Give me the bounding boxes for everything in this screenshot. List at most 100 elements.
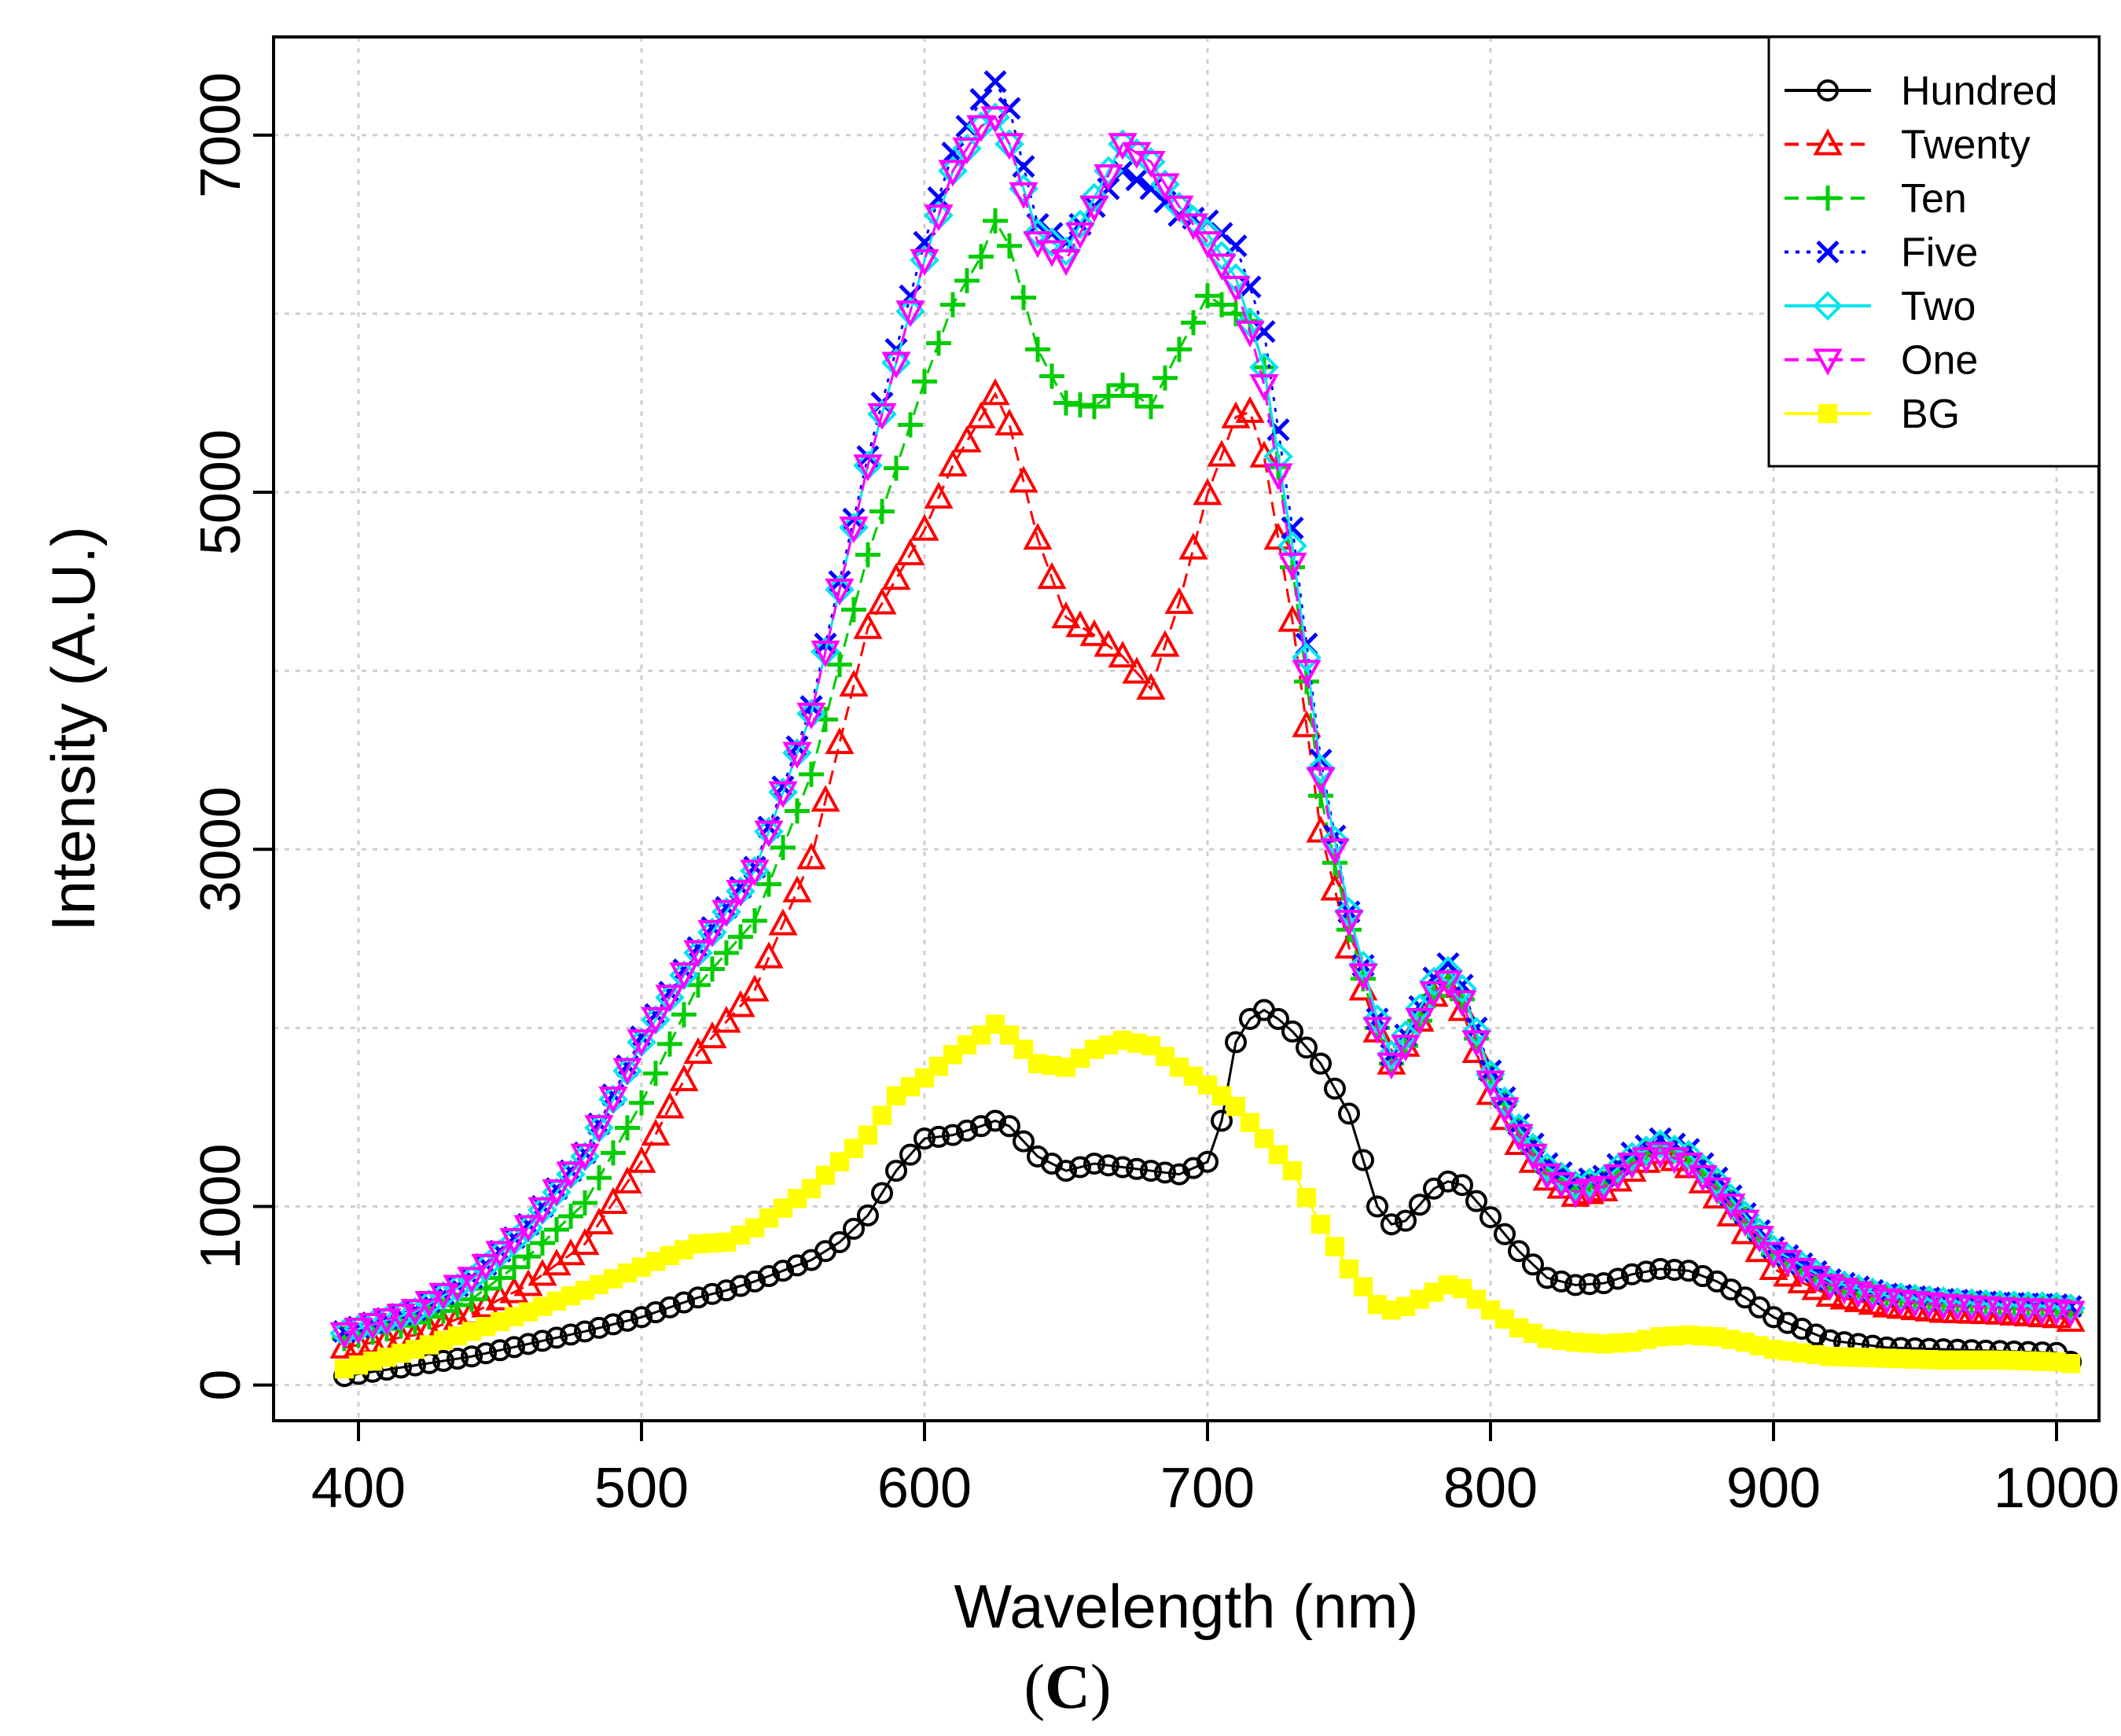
data-point <box>1763 1306 1785 1329</box>
data-point <box>683 1036 713 1065</box>
data-point <box>1805 1323 1827 1346</box>
data-point <box>1235 395 1265 423</box>
data-point <box>1238 275 1262 299</box>
data-point <box>910 248 939 277</box>
data-point <box>655 984 685 1012</box>
data-point <box>714 940 739 966</box>
data-point <box>1476 1070 1505 1098</box>
data-point <box>829 1152 850 1171</box>
data-point <box>602 1313 624 1336</box>
data-point <box>1009 182 1038 209</box>
data-point <box>1193 478 1222 506</box>
data-point <box>857 1204 879 1227</box>
data-point <box>1504 1113 1534 1143</box>
data-point <box>1433 955 1463 986</box>
data-point <box>1292 642 1321 672</box>
data-point <box>980 378 1010 406</box>
data-point <box>697 920 727 947</box>
data-point <box>1108 640 1138 668</box>
data-point <box>1055 1160 1077 1182</box>
data-point <box>1362 1017 1392 1044</box>
data-point <box>687 1286 709 1309</box>
data-point <box>1197 1150 1219 1173</box>
data-point <box>598 1186 628 1214</box>
data-point <box>1334 910 1364 937</box>
data-point <box>572 1190 597 1216</box>
data-point <box>1037 240 1067 267</box>
data-point <box>461 1345 483 1368</box>
data-point <box>1320 838 1350 866</box>
data-point <box>994 133 1024 160</box>
data-point <box>1122 142 1152 169</box>
data-point <box>584 1115 614 1142</box>
data-point <box>1546 1171 1576 1200</box>
data-point <box>1308 783 1333 809</box>
data-point <box>542 1179 572 1207</box>
data-point <box>443 1274 472 1302</box>
data-point <box>829 1230 851 1253</box>
data-point <box>616 1309 638 1332</box>
data-point <box>924 481 954 509</box>
data-point <box>1433 970 1463 998</box>
data-point <box>1730 1209 1760 1237</box>
data-point <box>531 1330 553 1352</box>
data-point <box>1437 1170 1459 1193</box>
data-point <box>1051 601 1081 629</box>
data-point <box>1338 1102 1360 1125</box>
data-point <box>1178 532 1208 560</box>
data-point <box>2056 1300 2086 1328</box>
data-point <box>630 1306 652 1329</box>
y-tick-label: 0 <box>189 1370 252 1401</box>
data-point <box>799 761 824 787</box>
data-point <box>895 538 925 566</box>
y-tick-label: 3000 <box>189 786 252 912</box>
data-point <box>400 1299 430 1326</box>
data-point <box>655 1091 685 1119</box>
data-point <box>924 204 954 232</box>
data-point <box>943 1045 963 1065</box>
data-point <box>1436 952 1460 976</box>
data-point <box>1716 1199 1746 1227</box>
legend-marker <box>1818 403 1838 424</box>
data-point <box>913 1127 936 1150</box>
data-point <box>1352 1149 1374 1171</box>
data-point <box>1164 587 1194 614</box>
data-point <box>499 1227 529 1256</box>
legend-entry-twenty: Twenty <box>1785 123 2031 168</box>
data-point <box>1122 657 1152 684</box>
x-tick-label: 900 <box>1726 1457 1821 1520</box>
legend-label: Ten <box>1901 176 1967 222</box>
data-point <box>768 781 798 808</box>
data-point <box>726 880 755 907</box>
data-point <box>627 1146 656 1173</box>
data-point <box>1791 1318 1813 1341</box>
data-point <box>796 842 826 870</box>
data-point <box>527 1197 557 1224</box>
data-point <box>1167 337 1192 362</box>
data-point <box>686 972 711 998</box>
data-point <box>1480 1206 1502 1229</box>
data-point <box>715 1279 737 1302</box>
data-point <box>843 1217 865 1240</box>
data-point <box>1490 1086 1520 1116</box>
data-point <box>1011 285 1036 311</box>
x-tick-label: 400 <box>311 1457 406 1520</box>
data-point <box>489 1339 511 1362</box>
data-point <box>1079 182 1109 213</box>
data-point <box>758 1265 780 1288</box>
legend-marker <box>1813 291 1843 321</box>
data-point <box>1518 1132 1548 1163</box>
data-point <box>487 1265 513 1291</box>
data-point <box>910 513 939 541</box>
data-point <box>928 1125 950 1148</box>
data-point <box>344 1317 373 1345</box>
data-point <box>853 454 883 482</box>
data-point <box>940 292 965 318</box>
data-point <box>2056 1304 2086 1332</box>
data-point <box>954 267 980 293</box>
data-point <box>641 1006 671 1035</box>
data-point <box>985 1014 1005 1035</box>
legend-entry-bg: BG <box>1785 392 1960 437</box>
data-point <box>1124 383 1149 409</box>
data-point <box>657 1031 682 1057</box>
